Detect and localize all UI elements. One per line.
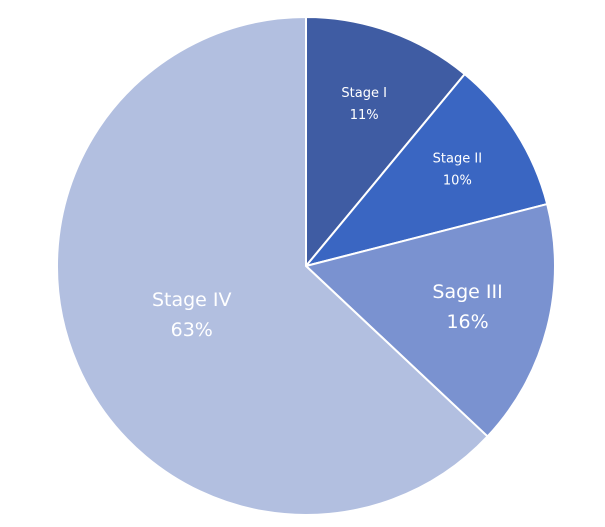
pie-slice bbox=[56, 15, 489, 516]
slice-label: Stage II bbox=[433, 151, 482, 166]
slice-value-label: 11% bbox=[350, 108, 379, 123]
pie-slice bbox=[305, 15, 467, 269]
slice-value-label: 16% bbox=[446, 311, 488, 333]
slice-label: Stage IV bbox=[152, 289, 232, 311]
slice-value-label: 63% bbox=[171, 319, 213, 341]
slice-label: Sage III bbox=[432, 281, 502, 303]
pie-slice bbox=[303, 202, 556, 438]
pie-slice bbox=[303, 72, 549, 268]
slice-value-label: 10% bbox=[443, 173, 472, 188]
slice-label: Stage I bbox=[341, 86, 387, 101]
